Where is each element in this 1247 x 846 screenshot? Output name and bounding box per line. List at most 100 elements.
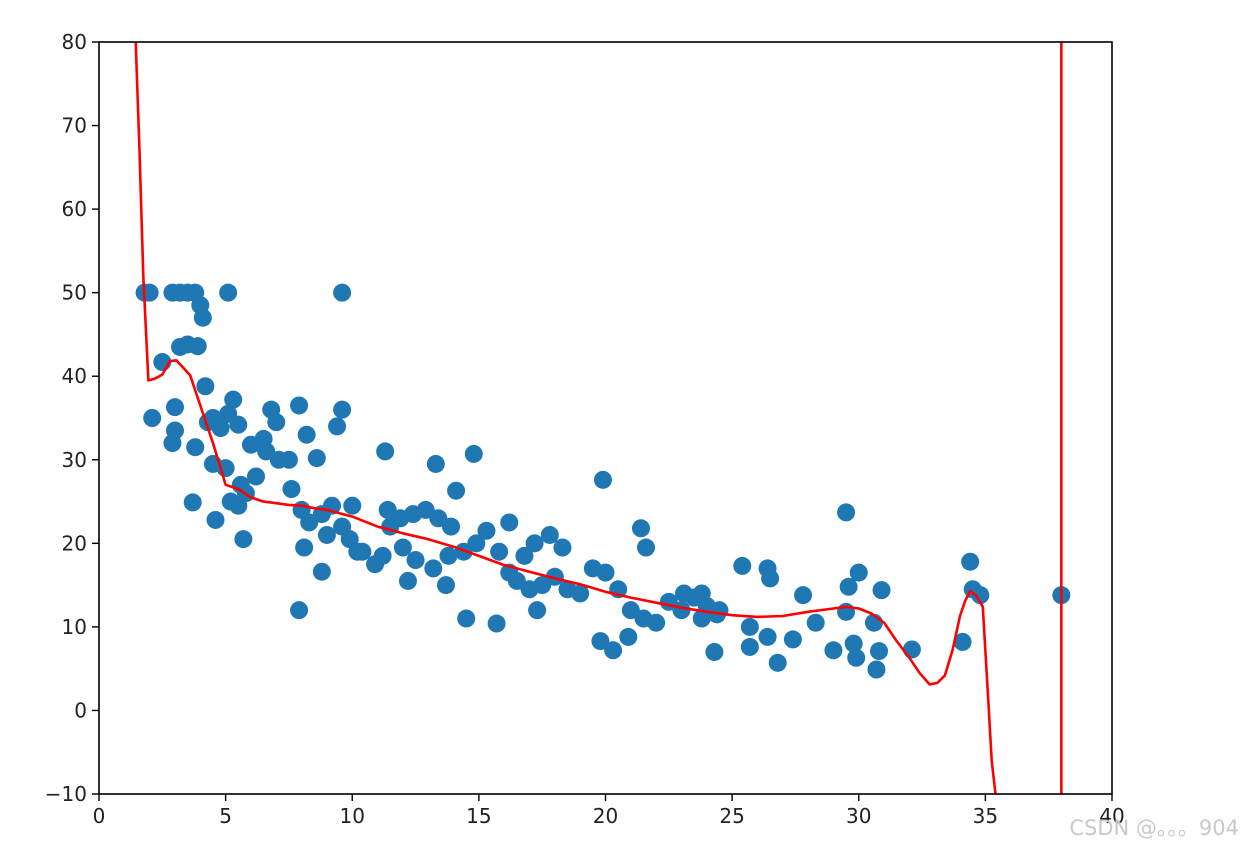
scatter-point — [348, 542, 367, 561]
x-tick-label: 25 — [719, 804, 744, 828]
y-tick-label: 20 — [62, 531, 87, 555]
scatter-point — [467, 534, 486, 553]
scatter-point — [247, 467, 266, 486]
scatter-point — [849, 563, 868, 582]
scatter-point — [596, 563, 615, 582]
scatter-point — [464, 444, 483, 463]
scatter-point — [307, 449, 326, 468]
scatter-point — [783, 630, 802, 649]
y-tick-label: 80 — [62, 30, 87, 54]
plot-area — [99, 42, 1112, 794]
scatter-point — [631, 519, 650, 538]
scatter-point — [847, 648, 866, 667]
scatter-point — [961, 552, 980, 571]
scatter-point — [692, 584, 711, 603]
scatter-point — [257, 442, 276, 461]
fit-line — [134, 42, 997, 794]
scatter-point — [758, 627, 777, 646]
scatter-point — [262, 400, 281, 419]
scatter-point — [183, 493, 202, 512]
scatter-point — [436, 576, 455, 595]
scatter-point — [867, 660, 886, 679]
scatter-point — [870, 642, 889, 661]
scatter-point — [604, 641, 623, 660]
scatter-point — [768, 653, 787, 672]
scatter-point — [525, 534, 544, 553]
scatter-point — [872, 581, 891, 600]
y-tick-label: 70 — [62, 114, 87, 138]
scatter-point — [343, 496, 362, 515]
scatter-point — [196, 377, 215, 396]
scatter-point — [186, 438, 205, 457]
scatter-point — [188, 337, 207, 356]
scatter-point — [733, 556, 752, 575]
scatter-point — [593, 470, 612, 489]
x-tick-label: 5 — [219, 804, 232, 828]
scatter-point — [619, 627, 638, 646]
scatter-point — [203, 409, 222, 427]
scatter-point — [416, 500, 435, 519]
scatter-point — [426, 454, 445, 473]
scatter-point — [312, 562, 331, 581]
scatter-point — [647, 613, 666, 632]
scatter-point — [282, 480, 301, 499]
x-axis: 0 5 10 15 20 25 30 35 40 — [93, 794, 1125, 828]
scatter-point — [490, 542, 509, 561]
scatter-point — [165, 398, 184, 417]
scatter-point — [333, 283, 352, 302]
scatter-point — [424, 559, 443, 578]
scatter-point — [442, 517, 461, 536]
scatter-point — [234, 530, 253, 549]
scatter-point — [571, 584, 590, 603]
x-tick-label: 0 — [93, 804, 106, 828]
scatter-point — [806, 613, 825, 632]
scatter-point — [824, 641, 843, 660]
scatter-point — [295, 538, 314, 557]
scatter-point — [206, 510, 225, 529]
scatter-point — [761, 569, 780, 588]
scatter-point — [621, 601, 640, 620]
scatter-point — [300, 513, 319, 532]
scatter-point — [447, 481, 466, 500]
scatter-point — [692, 609, 711, 628]
x-tick-label: 20 — [593, 804, 618, 828]
scatter-point — [902, 640, 921, 659]
scatter-point — [487, 614, 506, 633]
scatter-point — [637, 538, 656, 557]
scatter-point — [477, 521, 496, 540]
watermark: CSDN @。。。904 — [1069, 816, 1239, 840]
scatter-point — [219, 283, 238, 302]
fit-line-layer — [134, 42, 1063, 794]
x-tick-label: 15 — [466, 804, 491, 828]
scatter-point — [333, 400, 352, 419]
scatter-point — [740, 617, 759, 636]
scatter-point — [675, 584, 694, 603]
scatter-point — [500, 513, 519, 532]
scatter-point — [457, 609, 476, 628]
y-tick-label: 10 — [62, 615, 87, 639]
x-tick-label: 30 — [846, 804, 871, 828]
scatter-point — [515, 546, 534, 565]
scatter-point — [528, 601, 547, 620]
scatter-point — [193, 308, 212, 327]
scatter-point — [406, 551, 425, 570]
scatter-point — [439, 546, 458, 565]
scatter-point — [378, 500, 397, 519]
scatter-point — [290, 601, 309, 620]
x-tick-label: 35 — [973, 804, 998, 828]
scatter-point — [224, 390, 243, 409]
scatter-point — [740, 637, 759, 656]
scatter-point — [229, 415, 248, 434]
scatter-point — [705, 642, 724, 661]
y-axis: −10 0 10 20 30 40 50 60 70 80 — [45, 30, 99, 806]
scatter-point — [373, 546, 392, 565]
y-tick-label: 40 — [62, 364, 87, 388]
x-tick-label: 40 — [1099, 804, 1124, 828]
scatter-point — [540, 525, 559, 544]
scatter-point — [953, 632, 972, 651]
y-tick-label: 0 — [74, 698, 87, 722]
scatter-point — [553, 538, 572, 557]
y-tick-label: 30 — [62, 448, 87, 472]
x-tick-label: 10 — [340, 804, 365, 828]
